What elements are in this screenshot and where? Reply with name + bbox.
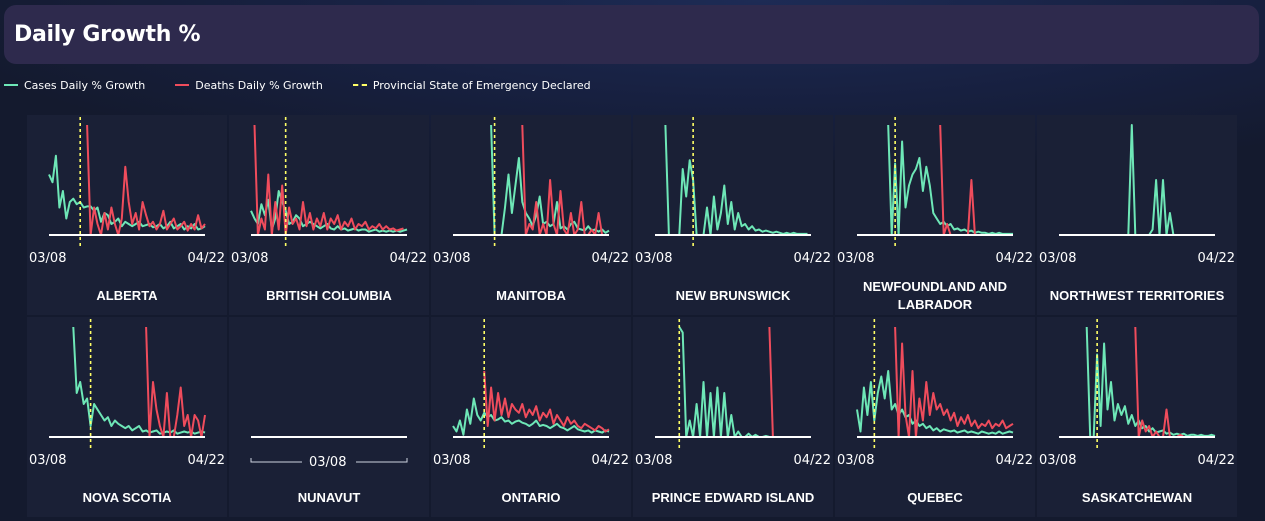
mini-line-chart [655, 319, 811, 449]
deaths-series-line [483, 370, 610, 433]
mini-line-chart [856, 319, 1014, 449]
cases-series-line [48, 154, 206, 231]
province-panel: 03/08 04/22 NEWFOUNDLAND AND LABRADOR [835, 115, 1035, 315]
province-panel: 03/08 04/22 NOVA SCOTIA [27, 317, 227, 517]
province-name: BRITISH COLUMBIA [266, 288, 392, 303]
province-name: NEW BRUNSWICK [675, 288, 791, 303]
province-panel: 03/08 04/22 BRITISH COLUMBIA [229, 115, 429, 315]
legend-swatch [175, 84, 190, 86]
chart-legend: Cases Daily % Growth Deaths Daily % Growt… [4, 78, 621, 92]
x-start-label: 03/08 [433, 453, 471, 468]
province-name: SASKATCHEWAN [1081, 490, 1193, 505]
province-panel: 03/08 04/22 NORTHWEST TERRITORIES [1037, 115, 1237, 315]
legend-label: Provincial State of Emergency Declared [372, 78, 591, 92]
deaths-series-line [86, 124, 206, 236]
deaths-series-line [253, 124, 404, 236]
mini-line-chart [1059, 319, 1216, 449]
province-name: MANITOBA [496, 288, 566, 303]
province-panel: 03/08 04/22 PRINCE EDWARD ISLAND [633, 317, 833, 517]
mini-line-chart [49, 319, 206, 449]
mini-line-chart [250, 117, 408, 247]
x-start-label: 03/08 [1039, 453, 1077, 468]
x-start-label: 03/08 [1039, 251, 1077, 266]
mini-line-chart [250, 436, 408, 463]
legend-swatch [352, 84, 367, 86]
cases-series-line [856, 370, 1014, 435]
mini-line-chart [1059, 124, 1215, 236]
deaths-series-line [768, 326, 774, 438]
province-panel: 03/08 04/22 SASKATCHEWAN [1037, 317, 1237, 517]
province-panel: 03/08 04/22 QUEBEC [835, 317, 1035, 517]
province-panel: 03/08 04/22 NEW BRUNSWICK [633, 115, 833, 315]
legend-item: Provincial State of Emergency Declared [352, 78, 591, 92]
province-name: QUEBEC [907, 490, 963, 505]
province-name: NUNAVUT [297, 490, 361, 505]
x-start-label: 03/08 [635, 453, 673, 468]
x-end-label: 04/22 [995, 251, 1033, 266]
province-name: NOVA SCOTIA [82, 490, 172, 505]
mini-line-chart [857, 117, 1013, 247]
legend-item: Deaths Daily % Growth [175, 79, 323, 92]
province-name: ALBERTA [96, 288, 158, 303]
province-panel: 03/08 04/22 ONTARIO [431, 317, 631, 517]
x-start-label: 03/08 [29, 251, 67, 266]
cases-series-line [72, 326, 206, 435]
cases-series-line [1059, 124, 1215, 236]
x-end-label: 04/22 [187, 251, 225, 266]
deaths-series-line [145, 326, 206, 438]
x-start-label: 03/08 [837, 251, 875, 266]
province-name: NORTHWEST TERRITORIES [1049, 288, 1225, 303]
legend-label: Deaths Daily % Growth [195, 78, 323, 92]
x-start-label: 03/08 [635, 251, 673, 266]
x-end-label: 04/22 [1197, 251, 1235, 266]
cases-series-line [490, 124, 610, 236]
x-end-label: 04/22 [793, 453, 831, 468]
mini-line-chart [452, 319, 610, 449]
province-name: NEWFOUNDLAND AND LABRADOR [863, 279, 1007, 312]
x-end-label: 04/22 [591, 453, 629, 468]
x-start-label: 03/08 [837, 453, 875, 468]
mini-line-chart [453, 117, 610, 247]
mini-line-chart [48, 117, 206, 247]
x-start-label: 03/08 [29, 453, 67, 468]
cases-series-line [452, 397, 610, 436]
x-end-label: 04/22 [591, 251, 629, 266]
x-end-label: 04/22 [187, 453, 225, 468]
province-panel: 03/08 04/22 MANITOBA [431, 115, 631, 315]
province-panel: 03/08 NUNAVUT [229, 317, 429, 517]
legend-label: Cases Daily % Growth [24, 78, 146, 92]
page-title: Daily Growth % [14, 22, 201, 47]
province-name: PRINCE EDWARD ISLAND [651, 490, 815, 505]
cases-series-line [1085, 326, 1216, 438]
x-end-label: 04/22 [1197, 453, 1235, 468]
x-start-label: 03/08 [231, 251, 269, 266]
x-end-label: 04/22 [793, 251, 831, 266]
province-panel: 03/08 04/22 ALBERTA [27, 115, 227, 315]
mini-line-chart [655, 117, 811, 247]
cases-series-line [678, 326, 811, 438]
legend-swatch [4, 84, 18, 86]
x-end-label: 04/22 [995, 453, 1033, 468]
deaths-series-line [894, 326, 1014, 438]
axis-bracket [250, 458, 408, 463]
deaths-series-line [939, 124, 1013, 236]
cases-series-line [664, 124, 808, 236]
cases-series-line [887, 124, 1013, 236]
x-end-label: 04/22 [389, 251, 427, 266]
header-bar: Daily Growth % [4, 5, 1259, 64]
deaths-series-line [1134, 326, 1215, 438]
x-start-label: 03/08 [433, 251, 471, 266]
legend-item: Cases Daily % Growth [4, 79, 145, 92]
x-start-label: 03/08 [309, 455, 347, 470]
province-name: ONTARIO [501, 490, 561, 505]
